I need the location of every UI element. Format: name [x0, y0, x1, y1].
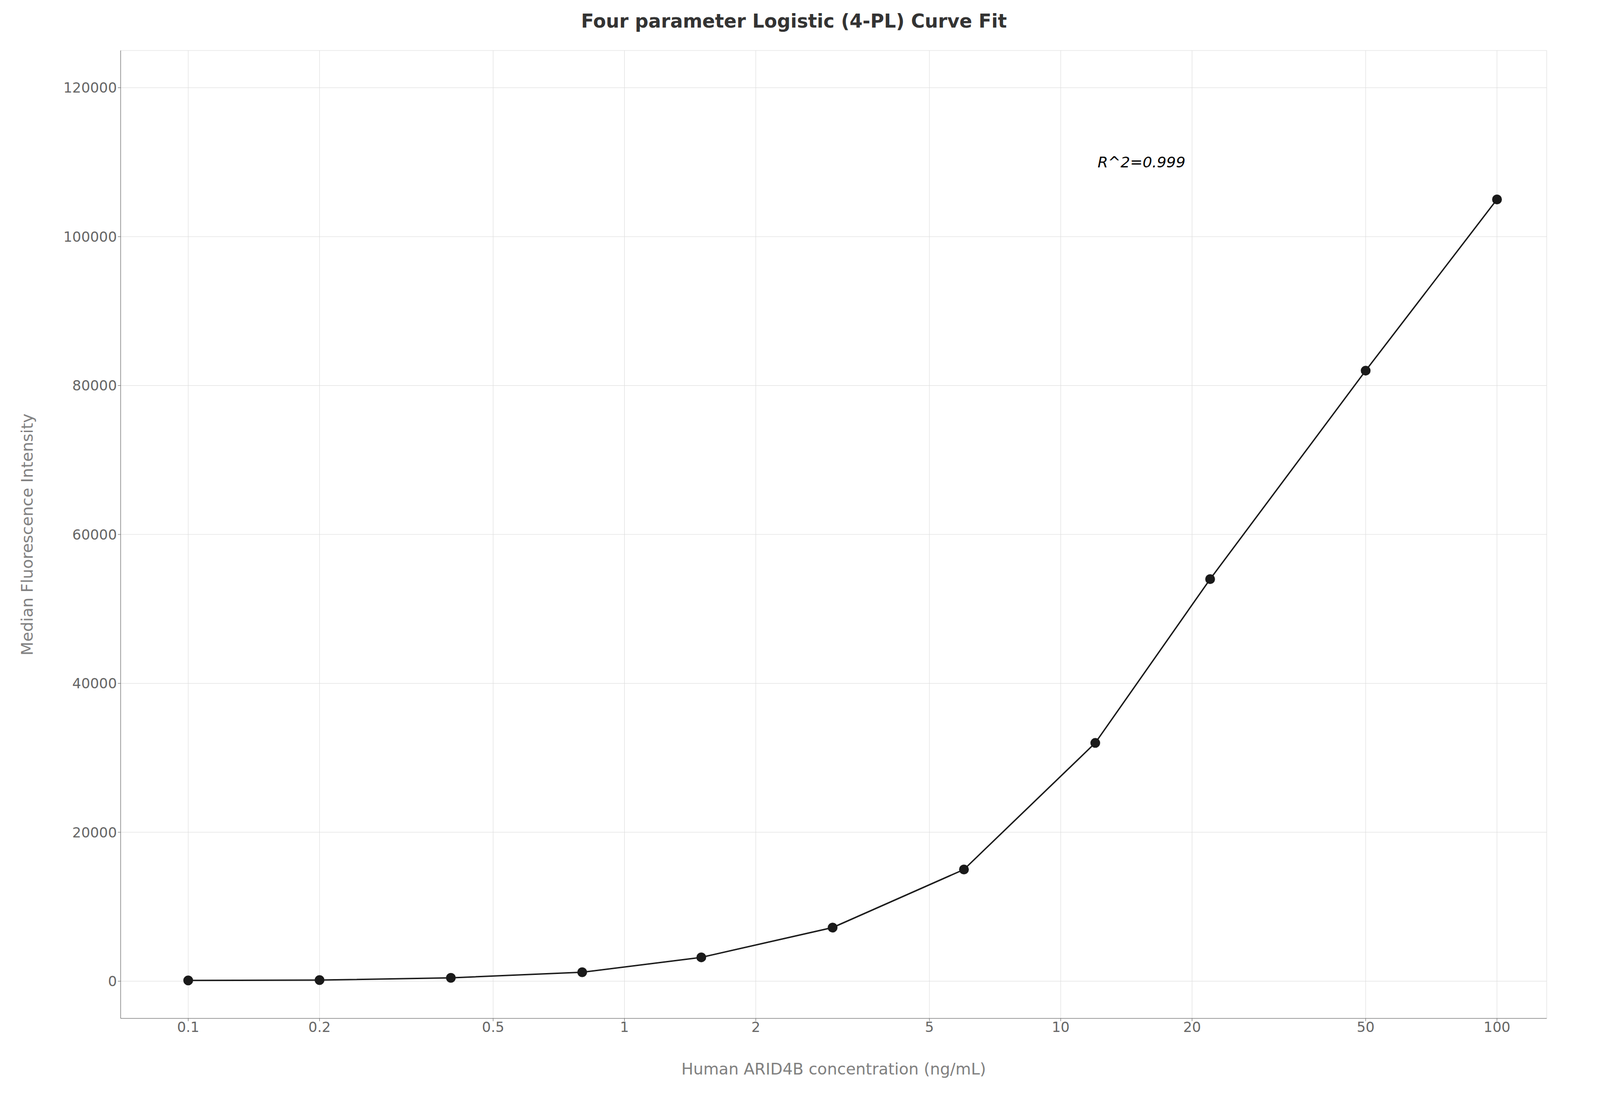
svg-text:20000: 20000 — [72, 824, 117, 841]
svg-text:0: 0 — [108, 972, 117, 990]
svg-text:Human ARID4B concentration (ng: Human ARID4B concentration (ng/mL) — [681, 1059, 987, 1079]
svg-text:20: 20 — [1182, 1018, 1201, 1036]
svg-text:0.1: 0.1 — [177, 1018, 200, 1036]
svg-text:80000: 80000 — [72, 377, 117, 394]
svg-text:120000: 120000 — [63, 79, 117, 96]
svg-text:2: 2 — [751, 1018, 761, 1036]
svg-text:100000: 100000 — [63, 228, 117, 246]
svg-text:0.5: 0.5 — [482, 1018, 505, 1036]
svg-text:60000: 60000 — [72, 526, 117, 543]
svg-text:40000: 40000 — [72, 675, 117, 692]
svg-text:1: 1 — [619, 1018, 629, 1036]
svg-text:100: 100 — [1483, 1018, 1511, 1036]
svg-text:50: 50 — [1356, 1018, 1375, 1036]
svg-text:5: 5 — [924, 1018, 934, 1036]
html-text:Four parameter Logistic (4-PL): Four parameter Logistic (4-PL) Curve Fit — [581, 10, 1007, 32]
svg-text:0.2: 0.2 — [308, 1018, 332, 1036]
svg-text:10: 10 — [1052, 1018, 1070, 1036]
svg-text:Median Fluorescence Intensity: Median Fluorescence Intensity — [17, 413, 37, 656]
svg-text:R^2=0.999: R^2=0.999 — [1097, 153, 1186, 172]
